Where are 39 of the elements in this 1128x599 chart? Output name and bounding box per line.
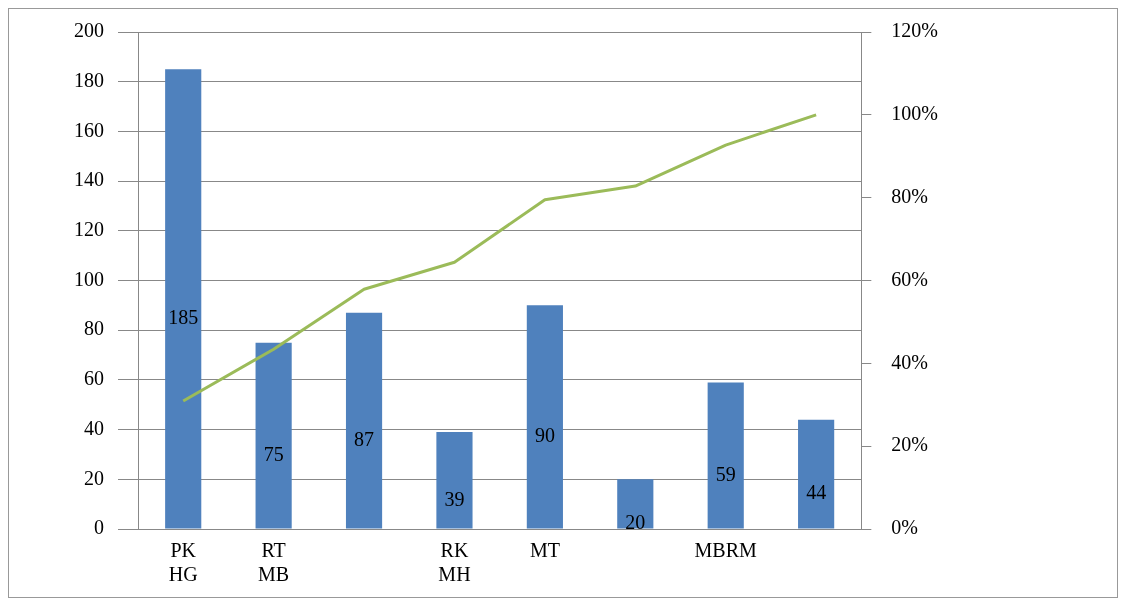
bar <box>436 432 473 529</box>
data-label: 75 <box>263 442 284 465</box>
bar <box>165 69 202 529</box>
data-label: 39 <box>444 487 465 510</box>
y-tick-label: 100 <box>74 267 104 290</box>
y-tick-label: 140 <box>74 168 104 191</box>
y2-tick-label: 0% <box>891 516 919 539</box>
bar <box>526 305 563 529</box>
y-tick-label: 20 <box>84 466 104 489</box>
data-label: 185 <box>168 306 199 329</box>
bar <box>798 419 835 529</box>
data-label: 44 <box>806 481 827 504</box>
y-tick-label: 60 <box>84 367 104 390</box>
y2-tick-label: 20% <box>891 433 929 456</box>
y2-tick-label: 120% <box>891 19 939 42</box>
y-tick-label: 0 <box>94 516 104 539</box>
y2-tick-label: 100% <box>891 102 939 125</box>
x-tick-label: PK HG <box>168 539 198 586</box>
y2-tick-label: 40% <box>891 350 929 373</box>
x-tick-label: MBRM <box>694 539 758 562</box>
bar <box>707 382 744 529</box>
data-label: 87 <box>354 427 375 450</box>
bar <box>345 312 383 529</box>
data-label: 20 <box>625 511 646 534</box>
y-tick-label: 80 <box>84 317 104 340</box>
x-tick-label: RT MB <box>258 539 290 586</box>
y-tick-label: 200 <box>74 19 104 42</box>
y-tick-label: 160 <box>74 118 104 141</box>
y-tick-label: 40 <box>84 416 104 439</box>
y-tick-label: 120 <box>74 218 104 241</box>
x-tick-label: MT <box>529 539 560 562</box>
x-tick-label: RK MH <box>438 539 471 586</box>
bar <box>255 342 292 529</box>
y-tick-label: 180 <box>74 68 104 91</box>
data-label: 59 <box>715 462 736 485</box>
bar <box>617 479 654 529</box>
y2-tick-label: 60% <box>891 267 929 290</box>
y2-tick-label: 80% <box>891 184 929 207</box>
data-label: 90 <box>534 424 555 447</box>
